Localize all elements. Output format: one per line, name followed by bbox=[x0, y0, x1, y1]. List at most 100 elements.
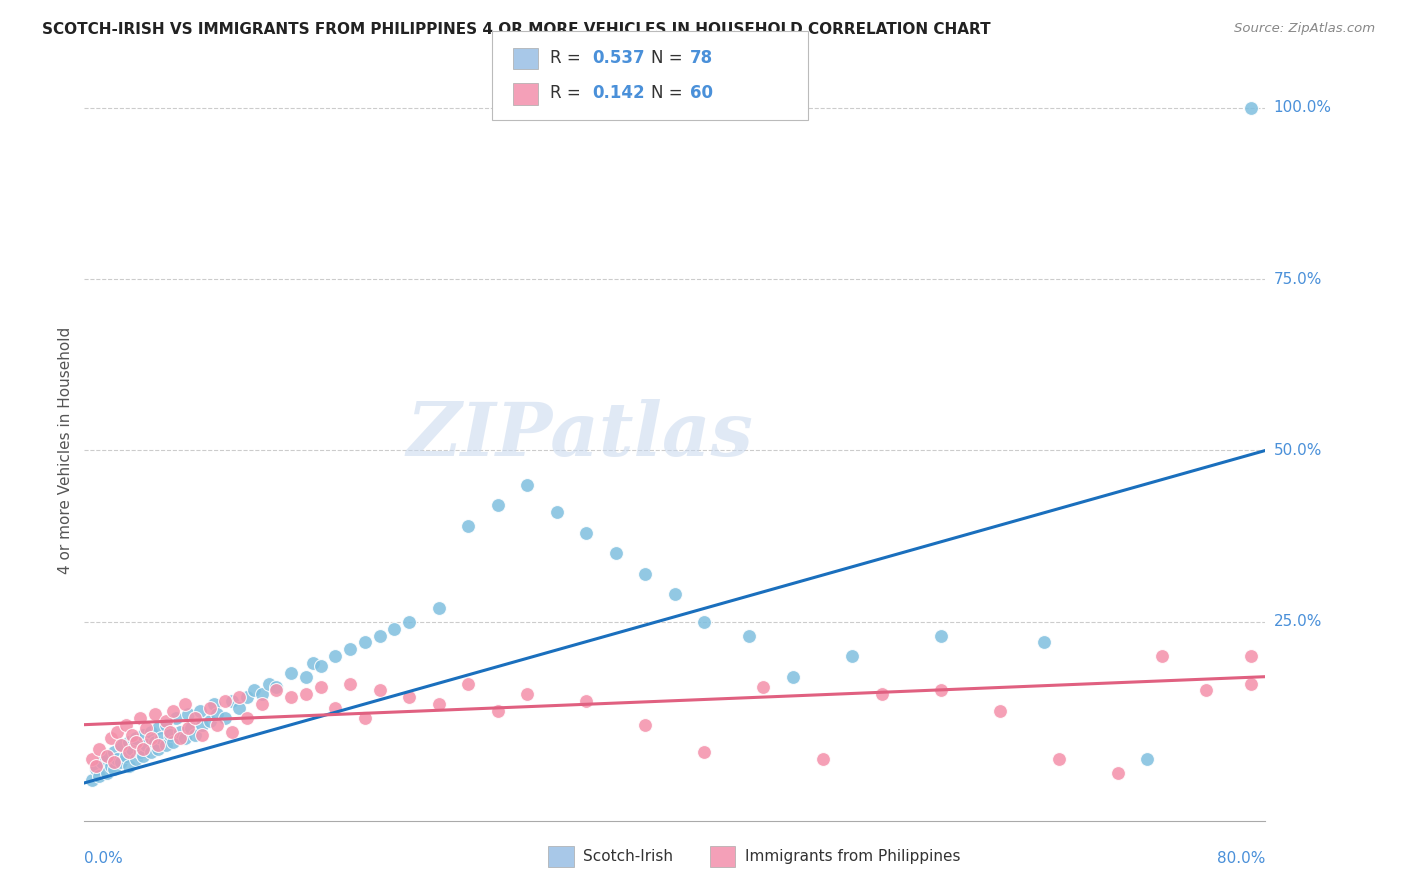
Point bbox=[309, 680, 332, 694]
Point bbox=[105, 724, 128, 739]
Point bbox=[929, 628, 952, 642]
Point bbox=[103, 756, 125, 770]
Point bbox=[368, 683, 391, 698]
Text: 0.537: 0.537 bbox=[592, 49, 644, 67]
Point bbox=[243, 683, 266, 698]
Text: Source: ZipAtlas.com: Source: ZipAtlas.com bbox=[1234, 22, 1375, 36]
Point bbox=[221, 724, 243, 739]
Point bbox=[693, 745, 716, 759]
Point bbox=[177, 707, 200, 722]
Point bbox=[143, 707, 166, 722]
Point bbox=[100, 759, 122, 773]
Point bbox=[80, 772, 103, 787]
Point bbox=[110, 738, 132, 752]
Point bbox=[354, 635, 377, 649]
Point bbox=[207, 717, 229, 731]
Point bbox=[250, 697, 273, 711]
Point bbox=[1136, 752, 1159, 766]
Point bbox=[486, 498, 509, 512]
Text: N =: N = bbox=[651, 85, 688, 103]
Point bbox=[96, 748, 118, 763]
Point bbox=[738, 628, 761, 642]
Point bbox=[148, 721, 170, 735]
Point bbox=[398, 690, 420, 705]
Point bbox=[693, 615, 716, 629]
Point bbox=[1107, 765, 1129, 780]
Point bbox=[110, 756, 132, 770]
Text: 75.0%: 75.0% bbox=[1274, 271, 1322, 286]
Point bbox=[129, 711, 152, 725]
Text: ZIPatlas: ZIPatlas bbox=[406, 400, 754, 472]
Point bbox=[118, 745, 141, 759]
Point bbox=[198, 714, 221, 729]
Point bbox=[280, 666, 302, 681]
Point bbox=[634, 717, 657, 731]
Point bbox=[80, 752, 103, 766]
Point bbox=[148, 741, 170, 756]
Point bbox=[191, 717, 214, 731]
Point bbox=[302, 656, 325, 670]
Point bbox=[135, 721, 157, 735]
Point bbox=[180, 721, 202, 735]
Point bbox=[143, 735, 166, 749]
Point bbox=[382, 622, 406, 636]
Point bbox=[1033, 635, 1056, 649]
Point bbox=[118, 735, 141, 749]
Point bbox=[398, 615, 420, 629]
Point bbox=[236, 711, 259, 725]
Point bbox=[162, 735, 184, 749]
Text: 0.0%: 0.0% bbox=[84, 851, 124, 866]
Point bbox=[266, 683, 288, 698]
Point bbox=[325, 700, 347, 714]
Point bbox=[87, 741, 111, 756]
Point bbox=[159, 728, 181, 742]
Point bbox=[427, 601, 450, 615]
Point bbox=[198, 700, 221, 714]
Point bbox=[257, 676, 280, 690]
Point bbox=[988, 704, 1011, 718]
Point bbox=[184, 711, 207, 725]
Point bbox=[325, 649, 347, 664]
Point bbox=[1195, 683, 1218, 698]
Point bbox=[605, 546, 627, 560]
Point bbox=[184, 728, 207, 742]
Point bbox=[664, 587, 686, 601]
Point bbox=[236, 690, 259, 705]
Point bbox=[105, 752, 128, 766]
Point bbox=[139, 724, 162, 739]
Point bbox=[457, 676, 479, 690]
Point bbox=[84, 759, 107, 773]
Point bbox=[1240, 676, 1263, 690]
Point bbox=[103, 745, 125, 759]
Point bbox=[118, 759, 141, 773]
Point bbox=[228, 690, 250, 705]
Text: 100.0%: 100.0% bbox=[1274, 100, 1331, 115]
Point bbox=[202, 697, 225, 711]
Text: 80.0%: 80.0% bbox=[1218, 851, 1265, 866]
Point bbox=[295, 687, 318, 701]
Point bbox=[165, 711, 187, 725]
Point bbox=[207, 707, 229, 722]
Point bbox=[155, 717, 177, 731]
Point bbox=[159, 724, 181, 739]
Point bbox=[516, 687, 538, 701]
Point bbox=[114, 748, 136, 763]
Text: Scotch-Irish: Scotch-Irish bbox=[583, 849, 673, 863]
Point bbox=[516, 477, 538, 491]
Point bbox=[250, 687, 273, 701]
Point bbox=[339, 676, 361, 690]
Point bbox=[114, 717, 136, 731]
Point bbox=[139, 745, 162, 759]
Text: SCOTCH-IRISH VS IMMIGRANTS FROM PHILIPPINES 4 OR MORE VEHICLES IN HOUSEHOLD CORR: SCOTCH-IRISH VS IMMIGRANTS FROM PHILIPPI… bbox=[42, 22, 991, 37]
Point bbox=[214, 694, 236, 708]
Point bbox=[96, 765, 118, 780]
Point bbox=[135, 738, 157, 752]
Text: 50.0%: 50.0% bbox=[1274, 443, 1322, 458]
Point bbox=[132, 741, 155, 756]
Point bbox=[125, 752, 148, 766]
Text: 25.0%: 25.0% bbox=[1274, 615, 1322, 630]
Point bbox=[155, 714, 177, 729]
Point bbox=[139, 731, 162, 746]
Point bbox=[368, 628, 391, 642]
Point bbox=[1240, 101, 1263, 115]
